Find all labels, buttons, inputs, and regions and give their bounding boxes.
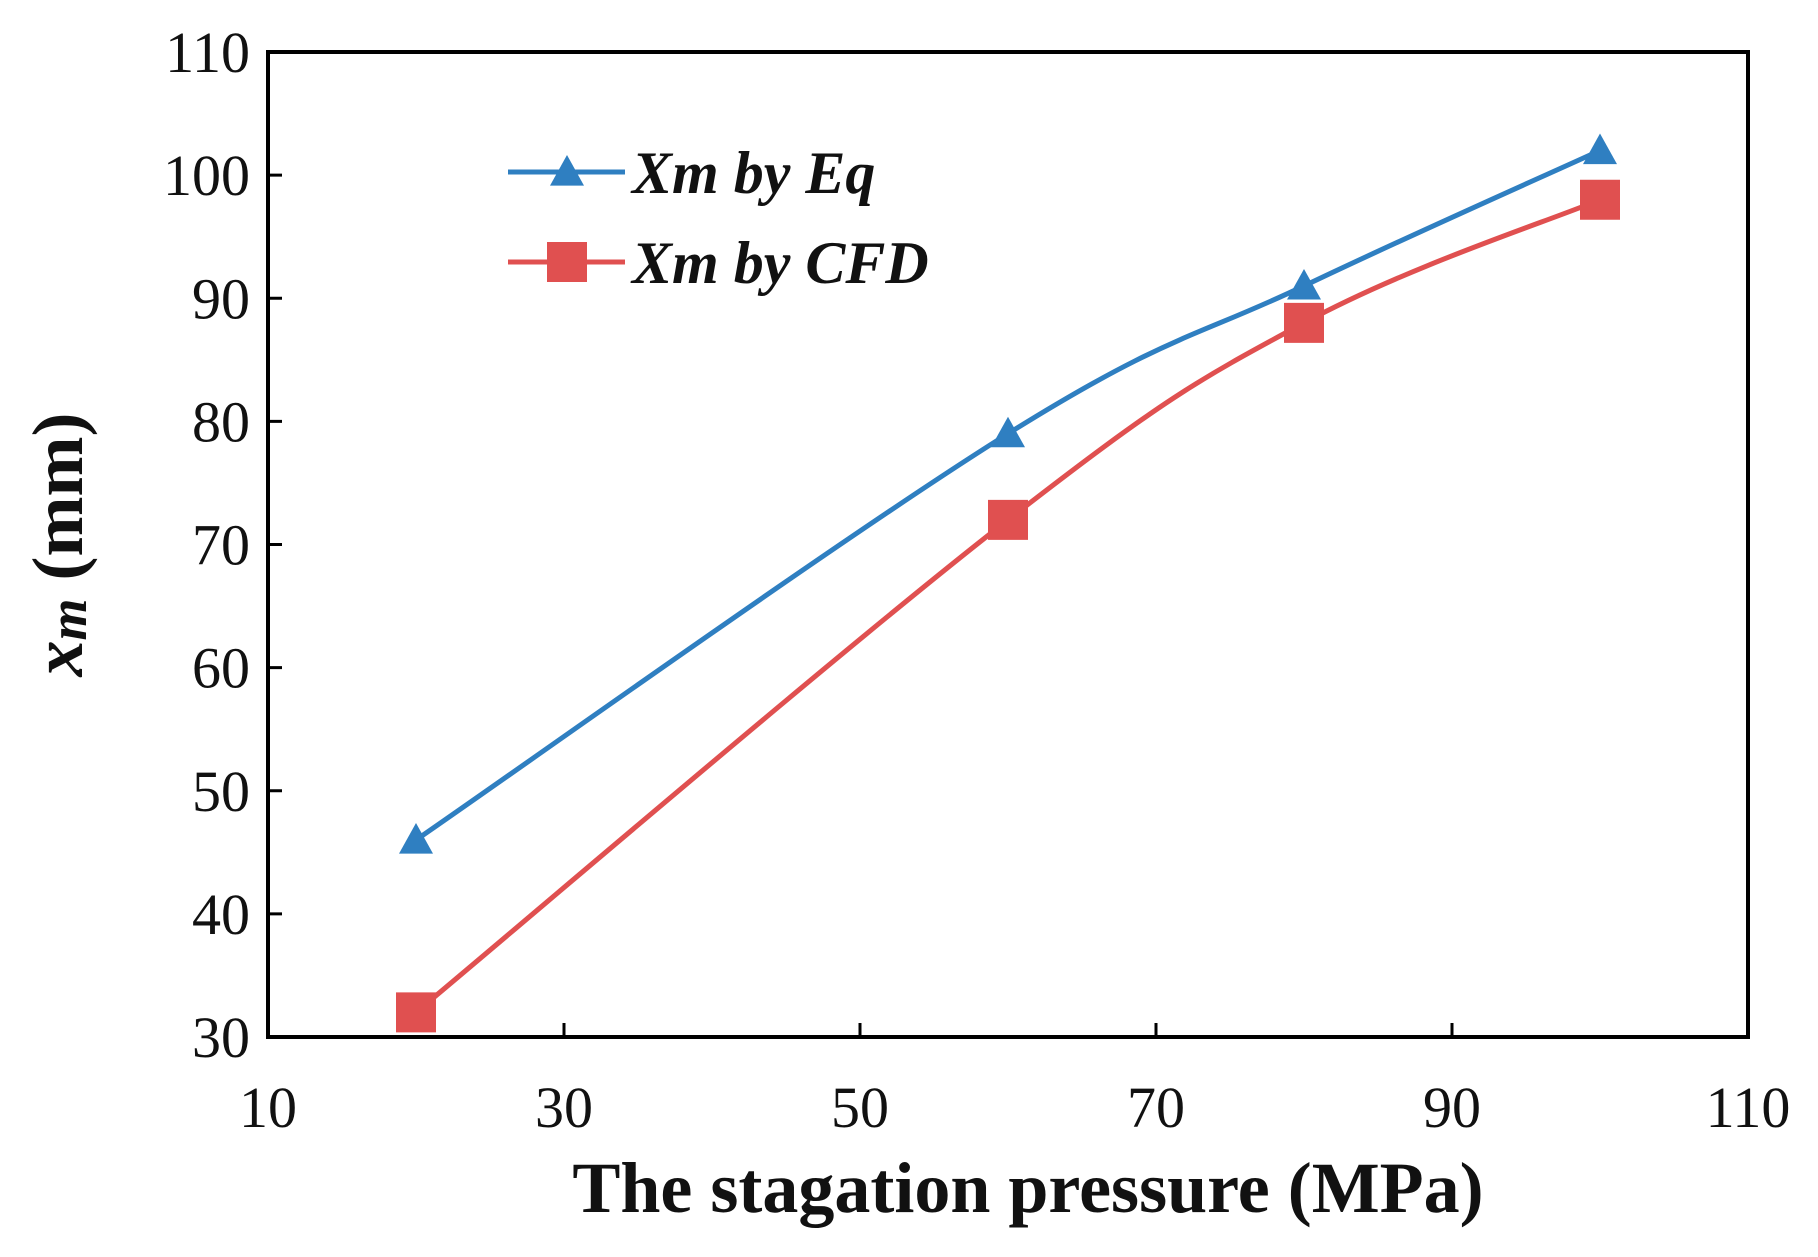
y-tick-label: 100 xyxy=(163,143,250,208)
y-tick-label: 80 xyxy=(192,389,250,454)
x-tick-label: 110 xyxy=(1706,1075,1791,1140)
series-cfd xyxy=(396,179,1620,1033)
series-eq-point xyxy=(1583,133,1617,165)
plot-area-frame xyxy=(266,50,1750,1039)
legend-item-cfd: Xm by CFD xyxy=(508,230,929,296)
y-axis-title-subscript: m xyxy=(38,598,98,640)
x-tick-label: 50 xyxy=(831,1075,889,1140)
x-tick-label: 70 xyxy=(1127,1075,1185,1140)
series-eq-point xyxy=(991,416,1025,448)
series-eq-point xyxy=(1287,268,1321,300)
x-axis-title: The stagation pressure (MPa) xyxy=(572,1148,1483,1228)
legend-eq-label: Xm by Eq xyxy=(630,140,875,206)
legend-cfd-marker xyxy=(547,242,587,282)
y-tick-label: 90 xyxy=(192,266,250,331)
x-tick-label: 30 xyxy=(535,1075,593,1140)
y-axis-title: xm (mm) xyxy=(18,413,98,678)
x-tick-label: 90 xyxy=(1423,1075,1481,1140)
y-tick-label: 70 xyxy=(192,513,250,578)
series-cfd-line xyxy=(414,197,1601,1015)
series-eq-point xyxy=(399,823,433,854)
x-tick-label: 10 xyxy=(239,1075,297,1140)
y-axis-title-main: x xyxy=(18,640,98,677)
series-layer xyxy=(396,133,1620,1033)
y-tick-label: 30 xyxy=(192,1005,250,1070)
y-tick-label: 60 xyxy=(192,636,250,701)
y-tick-label: 40 xyxy=(192,882,250,947)
legend-item-eq: Xm by Eq xyxy=(508,140,875,206)
y-tick-label: 110 xyxy=(165,20,250,85)
legend: Xm by Eq Xm by CFD xyxy=(508,140,929,296)
legend-eq-marker xyxy=(550,155,584,186)
series-cfd-point xyxy=(1284,302,1324,343)
series-eq xyxy=(399,133,1617,854)
legend-cfd-label: Xm by CFD xyxy=(630,230,929,296)
y-axis-title-unit: (mm) xyxy=(18,413,98,599)
series-cfd-point xyxy=(1580,179,1620,220)
series-eq-line xyxy=(414,148,1602,843)
y-tick-label: 50 xyxy=(192,759,250,824)
series-cfd-point xyxy=(396,992,436,1033)
series-cfd-point xyxy=(988,499,1028,540)
